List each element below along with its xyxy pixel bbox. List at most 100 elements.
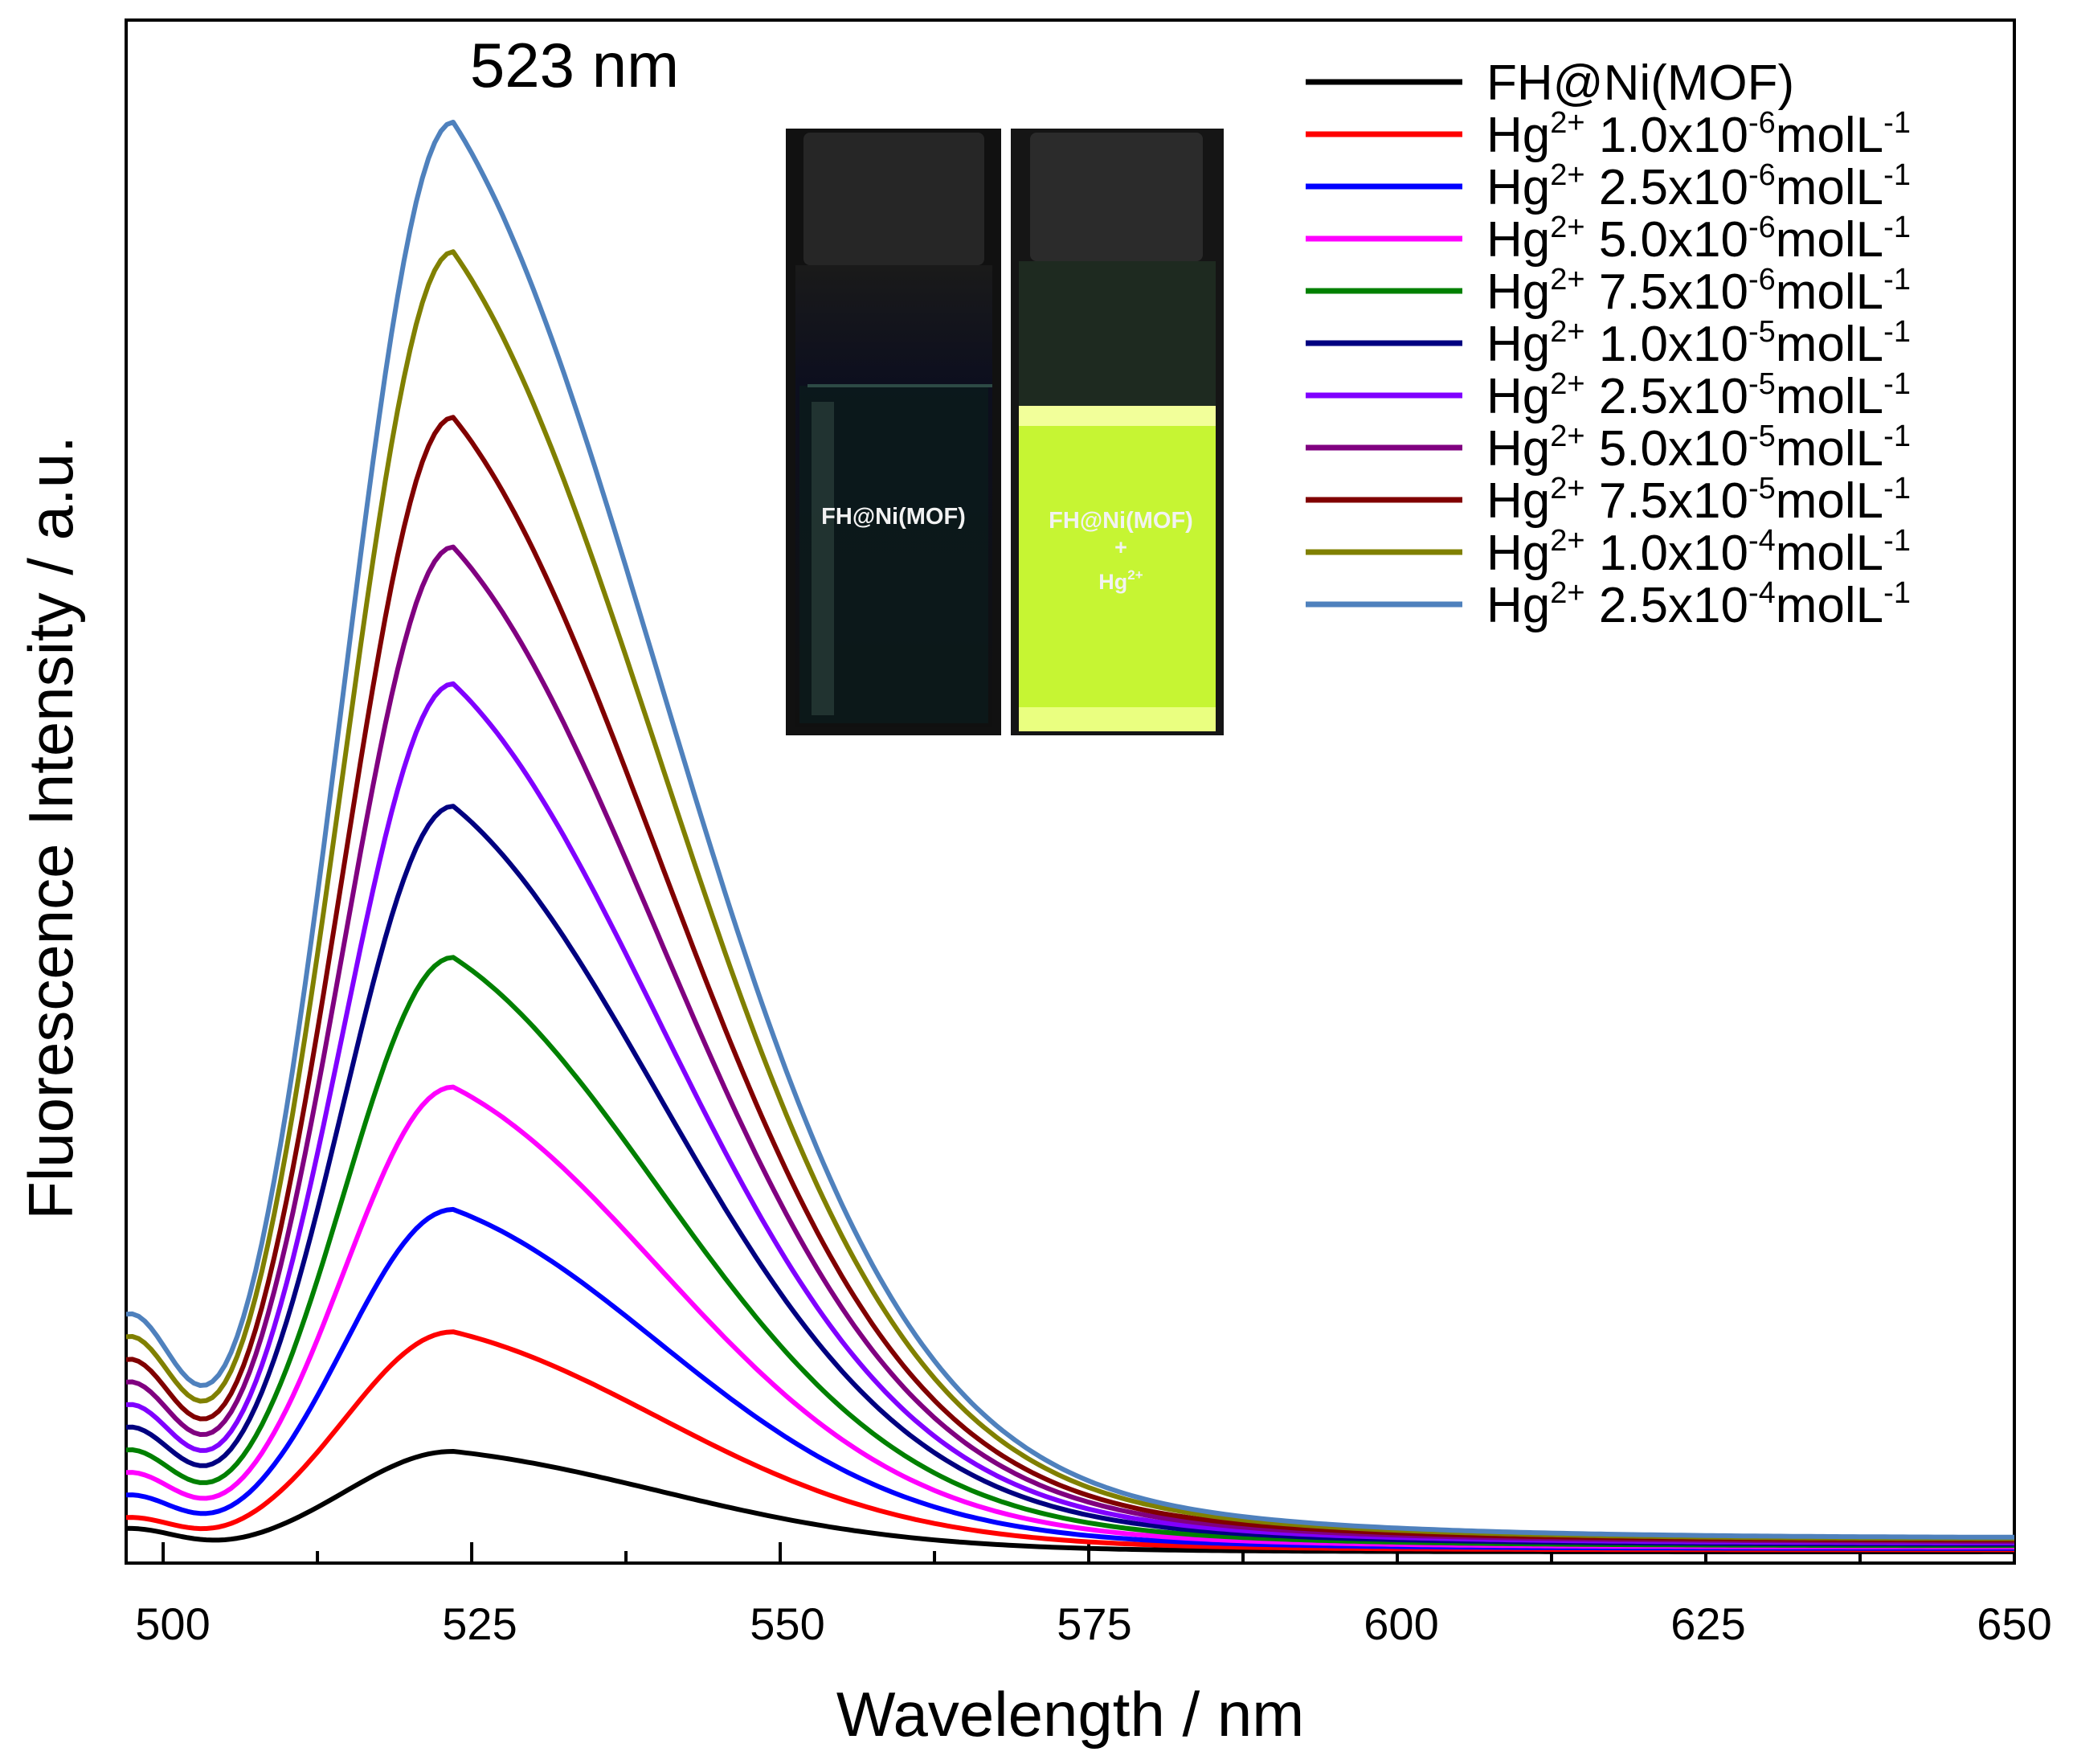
legend-label-legend_main: Hg [1486, 160, 1550, 215]
x-tick-label: 600 [1364, 1598, 1438, 1649]
legend-label: Hg2+ 7.5x10-5molL-1 [1486, 472, 1911, 529]
legend-label-unit: molL [1776, 264, 1883, 320]
legend-label-mant: 2.5x10 [1585, 160, 1748, 215]
x-tick-label: 625 [1670, 1598, 1745, 1649]
legend-label-sup3: -1 [1883, 524, 1911, 558]
legend-item: Hg2+ 7.5x10-6molL-1 [1306, 263, 1911, 320]
series-line-10 [126, 120, 2014, 1540]
legend-label-sup3: -1 [1883, 158, 1911, 192]
legend-label-sup1: 2+ [1550, 263, 1584, 297]
legend-label-sup2: -5 [1748, 472, 1776, 505]
x-tick-label: 500 [135, 1598, 210, 1649]
plot-frame [125, 18, 2016, 1565]
legend-label: Hg2+ 1.0x10-6molL-1 [1486, 106, 1911, 163]
vial-right-label-line1: FH@Ni(MOF) [1049, 508, 1193, 534]
legend-label-legend_main: Hg [1486, 578, 1550, 633]
legend-label-unit: molL [1776, 317, 1883, 372]
inset-vial-photo: FH@Ni(MOF) FH@Ni(MOF) + Hg2+ [786, 129, 1224, 735]
legend-label-sup3: -1 [1883, 420, 1911, 453]
legend-label-mant: 1.0x10 [1585, 317, 1748, 372]
legend-label-sup2: -4 [1748, 524, 1776, 558]
legend-label-legend_main: Hg [1486, 369, 1550, 424]
y-axis-title: Fluorescence Intensity / a.u. [15, 436, 86, 1220]
legend-label-sup2: -6 [1748, 106, 1776, 140]
legend-item: Hg2+ 1.0x10-6molL-1 [1306, 106, 1911, 163]
legend-label-unit: molL [1776, 369, 1883, 424]
legend-label-sup3: -1 [1883, 315, 1911, 349]
legend-label-sup3: -1 [1883, 472, 1911, 505]
legend-label-legend_main: FH@Ni(MOF) [1486, 55, 1794, 111]
series-line-5 [126, 804, 2014, 1547]
legend-label-unit: molL [1776, 473, 1883, 529]
legend-label-legend_main: Hg [1486, 421, 1550, 477]
legend-label-sup2: -6 [1748, 211, 1776, 244]
legend-label: Hg2+ 2.5x10-4molL-1 [1486, 576, 1911, 633]
legend-label-sup1: 2+ [1550, 367, 1584, 401]
legend-item: Hg2+ 1.0x10-4molL-1 [1306, 524, 1911, 581]
legend-label: Hg2+ 2.5x10-5molL-1 [1486, 367, 1911, 424]
x-tick-label: 525 [442, 1598, 517, 1649]
legend-label-legend_main: Hg [1486, 473, 1550, 529]
legend-label-unit: molL [1776, 421, 1883, 477]
legend-label: Hg2+ 1.0x10-4molL-1 [1486, 524, 1911, 581]
legend-label: Hg2+ 5.0x10-5molL-1 [1486, 420, 1911, 477]
legend-label: Hg2+ 1.0x10-5molL-1 [1486, 315, 1911, 372]
legend-label-unit: molL [1776, 526, 1883, 581]
legend-label-mant: 2.5x10 [1585, 578, 1748, 633]
x-tick-labels: 500 525 550 575 600 625 650 [135, 1598, 2051, 1649]
legend-label-sup2: -4 [1748, 576, 1776, 610]
legend-label-sup1: 2+ [1550, 576, 1584, 610]
vial-right-label-line3: Hg [1098, 570, 1127, 594]
vial-right-label: FH@Ni(MOF) + Hg2+ [1049, 508, 1193, 594]
legend-label-sup2: -5 [1748, 315, 1776, 349]
svg-text:Hg2+: Hg2+ [1098, 567, 1143, 594]
vial-right-label-sup: 2+ [1127, 567, 1143, 583]
legend-label-sup1: 2+ [1550, 524, 1584, 558]
x-tick-label: 550 [750, 1598, 824, 1649]
legend-label-mant: 5.0x10 [1585, 421, 1748, 477]
legend-label-sup2: -5 [1748, 367, 1776, 401]
legend-label-sup2: -6 [1748, 158, 1776, 192]
vial-right-label-line2: + [1114, 535, 1127, 559]
legend-label-mant: 7.5x10 [1585, 264, 1748, 320]
vial-left-image: FH@Ni(MOF) [786, 129, 1001, 735]
legend-label-sup1: 2+ [1550, 315, 1584, 349]
legend-item: FH@Ni(MOF) [1306, 55, 1794, 111]
legend-item: Hg2+ 5.0x10-6molL-1 [1306, 211, 1911, 268]
legend-label-sup1: 2+ [1550, 420, 1584, 453]
legend-label: Hg2+ 5.0x10-6molL-1 [1486, 211, 1911, 268]
x-tick-label: 575 [1057, 1598, 1131, 1649]
legend-label-unit: molL [1776, 108, 1883, 163]
legend-label-sup3: -1 [1883, 211, 1911, 244]
legend-label-sup2: -5 [1748, 420, 1776, 453]
legend-item: Hg2+ 2.5x10-4molL-1 [1306, 576, 1911, 633]
x-tick-label: 650 [1977, 1598, 2051, 1649]
legend-item: Hg2+ 5.0x10-5molL-1 [1306, 420, 1911, 477]
legend-label-unit: molL [1776, 578, 1883, 633]
legend-label: FH@Ni(MOF) [1486, 55, 1794, 111]
legend-label-sup1: 2+ [1550, 211, 1584, 244]
legend-label-sup3: -1 [1883, 106, 1911, 140]
legend-label-sup2: -6 [1748, 263, 1776, 297]
legend-label-mant: 5.0x10 [1585, 212, 1748, 268]
legend-label-sup3: -1 [1883, 367, 1911, 401]
vial-left-label: FH@Ni(MOF) [821, 504, 966, 530]
legend-item: Hg2+ 2.5x10-6molL-1 [1306, 158, 1911, 215]
vial-right-image: FH@Ni(MOF) + Hg2+ [1011, 129, 1224, 735]
legend-label-unit: molL [1776, 212, 1883, 268]
legend-item: Hg2+ 2.5x10-5molL-1 [1306, 367, 1911, 424]
legend-label-legend_main: Hg [1486, 212, 1550, 268]
legend-label-sup1: 2+ [1550, 106, 1584, 140]
x-axis-title: Wavelength / nm [836, 1679, 1304, 1750]
legend-label-sup3: -1 [1883, 263, 1911, 297]
legend-label-legend_main: Hg [1486, 317, 1550, 372]
legend-label-sup1: 2+ [1550, 158, 1584, 192]
legend-label-sup3: -1 [1883, 576, 1911, 610]
peak-annotation: 523 nm [470, 30, 679, 100]
legend-label-unit: molL [1776, 160, 1883, 215]
legend-label-mant: 7.5x10 [1585, 473, 1748, 529]
legend-label: Hg2+ 7.5x10-6molL-1 [1486, 263, 1911, 320]
legend-label-legend_main: Hg [1486, 108, 1550, 163]
